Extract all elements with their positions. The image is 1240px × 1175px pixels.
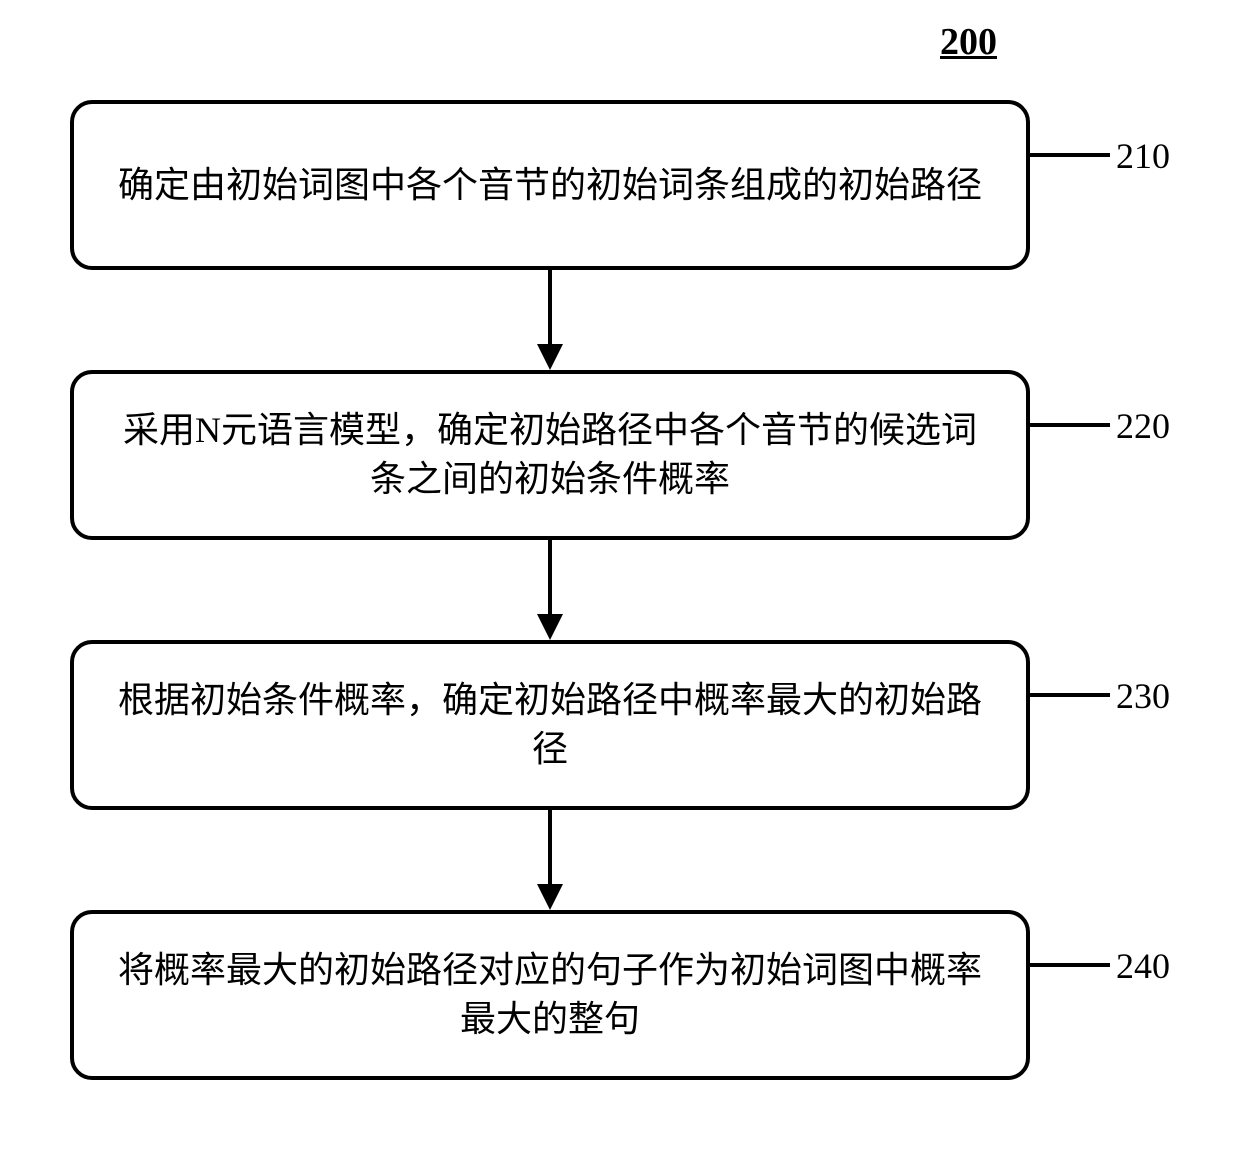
leader-line-230 (1030, 693, 1110, 697)
step-box-220: 采用N元语言模型，确定初始路径中各个音节的候选词条之间的初始条件概率 (70, 370, 1030, 540)
flowchart-canvas: 200 确定由初始词图中各个音节的初始词条组成的初始路径 210 采用N元语言模型，… (0, 0, 1240, 1175)
step-text-210: 确定由初始词图中各个音节的初始词条组成的初始路径 (118, 161, 982, 210)
step-text-230: 根据初始条件概率，确定初始路径中概率最大的初始路径 (114, 676, 986, 773)
figure-number-label: 200 (940, 20, 997, 64)
step-label-240: 240 (1116, 945, 1170, 987)
arrow-head-220 (537, 614, 563, 640)
leader-line-220 (1030, 423, 1110, 427)
arrow-head-210 (537, 344, 563, 370)
step-label-230: 230 (1116, 675, 1170, 717)
step-box-230: 根据初始条件概率，确定初始路径中概率最大的初始路径 (70, 640, 1030, 810)
leader-line-240 (1030, 963, 1110, 967)
step-box-210: 确定由初始词图中各个音节的初始词条组成的初始路径 (70, 100, 1030, 270)
step-text-240: 将概率最大的初始路径对应的句子作为初始词图中概率最大的整句 (114, 946, 986, 1043)
step-label-210: 210 (1116, 135, 1170, 177)
step-label-220: 220 (1116, 405, 1170, 447)
step-box-240: 将概率最大的初始路径对应的句子作为初始词图中概率最大的整句 (70, 910, 1030, 1080)
step-text-220: 采用N元语言模型，确定初始路径中各个音节的候选词条之间的初始条件概率 (114, 406, 986, 503)
arrow-head-230 (537, 884, 563, 910)
leader-line-210 (1030, 153, 1110, 157)
